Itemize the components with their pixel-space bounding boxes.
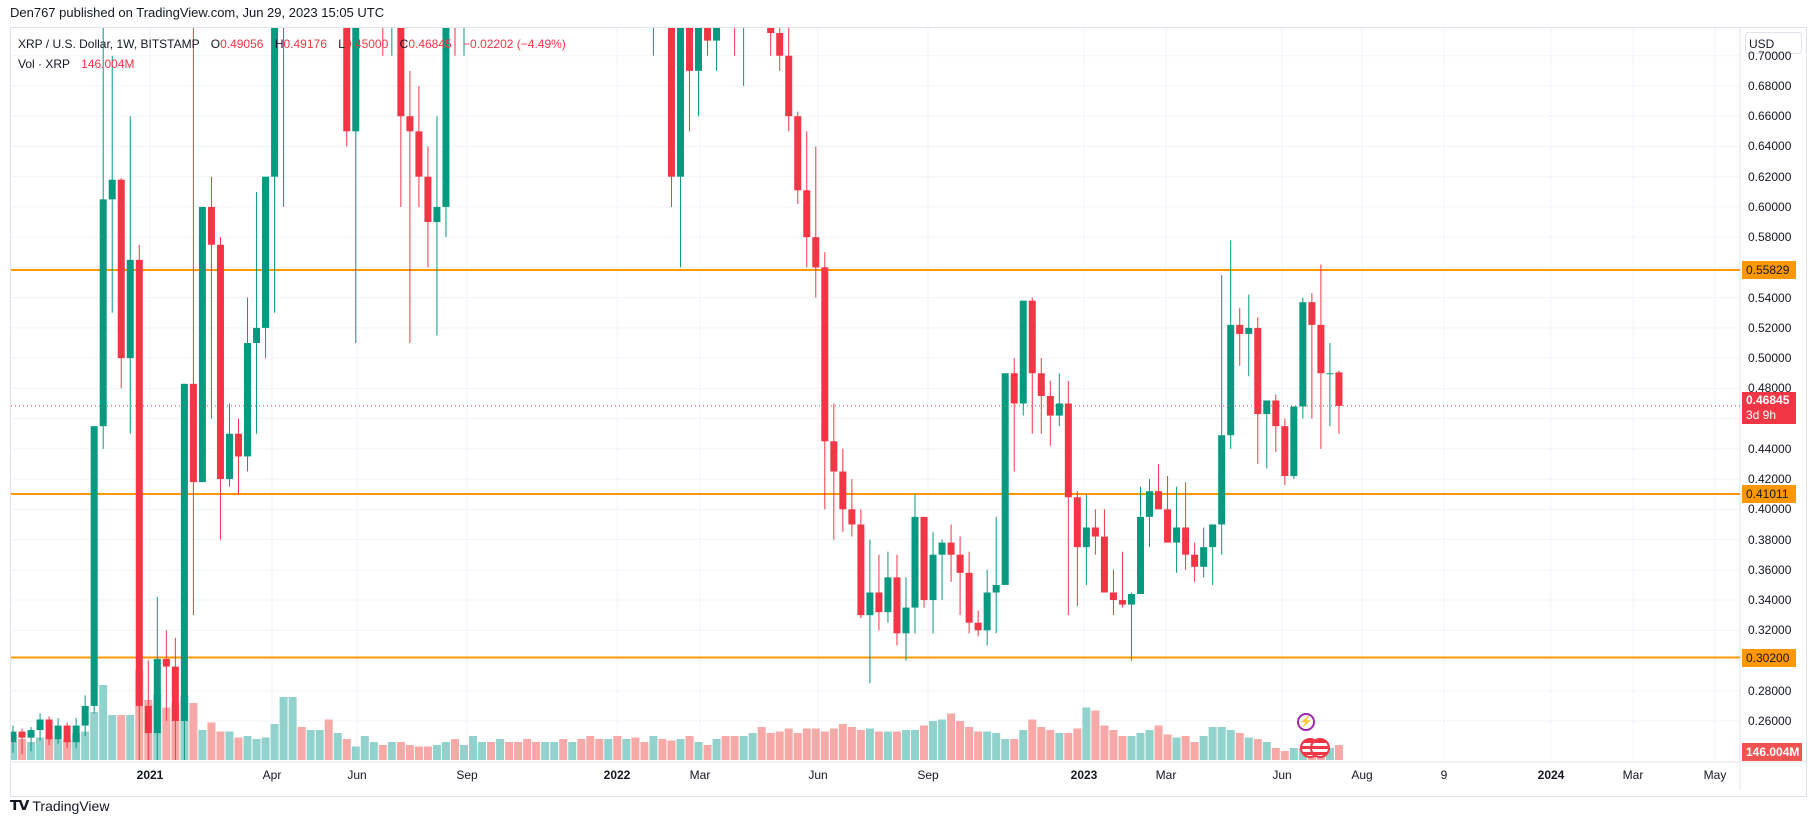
time-tick: Mar (1622, 768, 1644, 782)
price-tick: 0.68000 (1748, 78, 1792, 93)
price-tick: 0.26000 (1748, 714, 1792, 728)
time-tick: 9 (1440, 768, 1448, 782)
price-tick: 0.28000 (1748, 683, 1792, 698)
tradingview-logo-icon: 𝗧𝗩 (10, 797, 29, 813)
time-tick: 2024 (1537, 768, 1565, 782)
price-tick: 0.40000 (1748, 502, 1792, 517)
time-tick: 2021 (136, 768, 164, 782)
price-tick: 0.62000 (1748, 169, 1792, 184)
level-tag-2: 0.30200 (1742, 649, 1796, 667)
price-tick: 0.54000 (1748, 290, 1792, 305)
time-tick: Jun (808, 768, 828, 782)
published-header: Den767 published on TradingView.com, Jun… (10, 5, 385, 20)
us-flag-event-icon-2[interactable] (1310, 738, 1330, 758)
time-tick: 2023 (1070, 768, 1098, 782)
tradingview-logo[interactable]: 𝗧𝗩 TradingView (10, 797, 110, 814)
price-tick: 0.32000 (1748, 623, 1792, 638)
level-tag-0: 0.55829 (1742, 261, 1796, 279)
bar-countdown: 3d 9h (1746, 408, 1777, 422)
symbol-name[interactable]: XRP / U.S. Dollar, 1W, BITSTAMP (18, 37, 200, 51)
price-tick: 0.64000 (1748, 139, 1792, 154)
close-value: 0.46845 (408, 37, 452, 51)
symbol-legend: XRP / U.S. Dollar, 1W, BITSTAMP O0.49056… (18, 37, 566, 71)
price-tick: 0.70000 (1748, 48, 1792, 63)
time-tick: Mar (689, 768, 711, 782)
volume-tag: 146.004M (1742, 743, 1802, 761)
price-tick: 0.38000 (1748, 532, 1792, 547)
chart-frame[interactable] (10, 27, 1807, 797)
high-value: 0.49176 (283, 37, 327, 51)
price-tick: 0.60000 (1748, 199, 1792, 214)
price-tick: 0.58000 (1748, 230, 1792, 245)
price-tick: 0.42000 (1748, 472, 1792, 487)
change-value: −0.02202 (−4.49%) (463, 37, 566, 51)
time-tick: May (1703, 768, 1727, 782)
price-tick: 0.48000 (1748, 381, 1792, 396)
time-tick: Jun (1272, 768, 1292, 782)
level-tag-1: 0.41011 (1742, 485, 1796, 503)
time-tick: Aug (1351, 768, 1373, 782)
time-tick: Jun (347, 768, 367, 782)
last-price-tag: 0.46845 3d 9h (1742, 392, 1796, 424)
time-tick: 2022 (603, 768, 631, 782)
price-tick: 0.66000 (1748, 109, 1792, 124)
price-tick: 0.50000 (1748, 351, 1792, 366)
price-tick: 0.34000 (1748, 593, 1792, 608)
time-tick: Apr (262, 768, 282, 782)
currency-selector[interactable]: USD (1745, 32, 1802, 54)
lightning-event-icon[interactable]: ⚡ (1297, 713, 1315, 731)
volume-label[interactable]: Vol · XRP (18, 57, 70, 71)
low-value: 0.45000 (344, 37, 389, 51)
time-tick: Sep (456, 768, 478, 782)
volume-value: 146.004M (81, 57, 135, 71)
price-tick: 0.36000 (1748, 562, 1792, 577)
open-value: 0.49056 (220, 37, 264, 51)
price-tick: 0.44000 (1748, 441, 1792, 456)
price-tick: 0.52000 (1748, 320, 1792, 335)
time-tick: Mar (1155, 768, 1177, 782)
time-tick: Sep (917, 768, 939, 782)
